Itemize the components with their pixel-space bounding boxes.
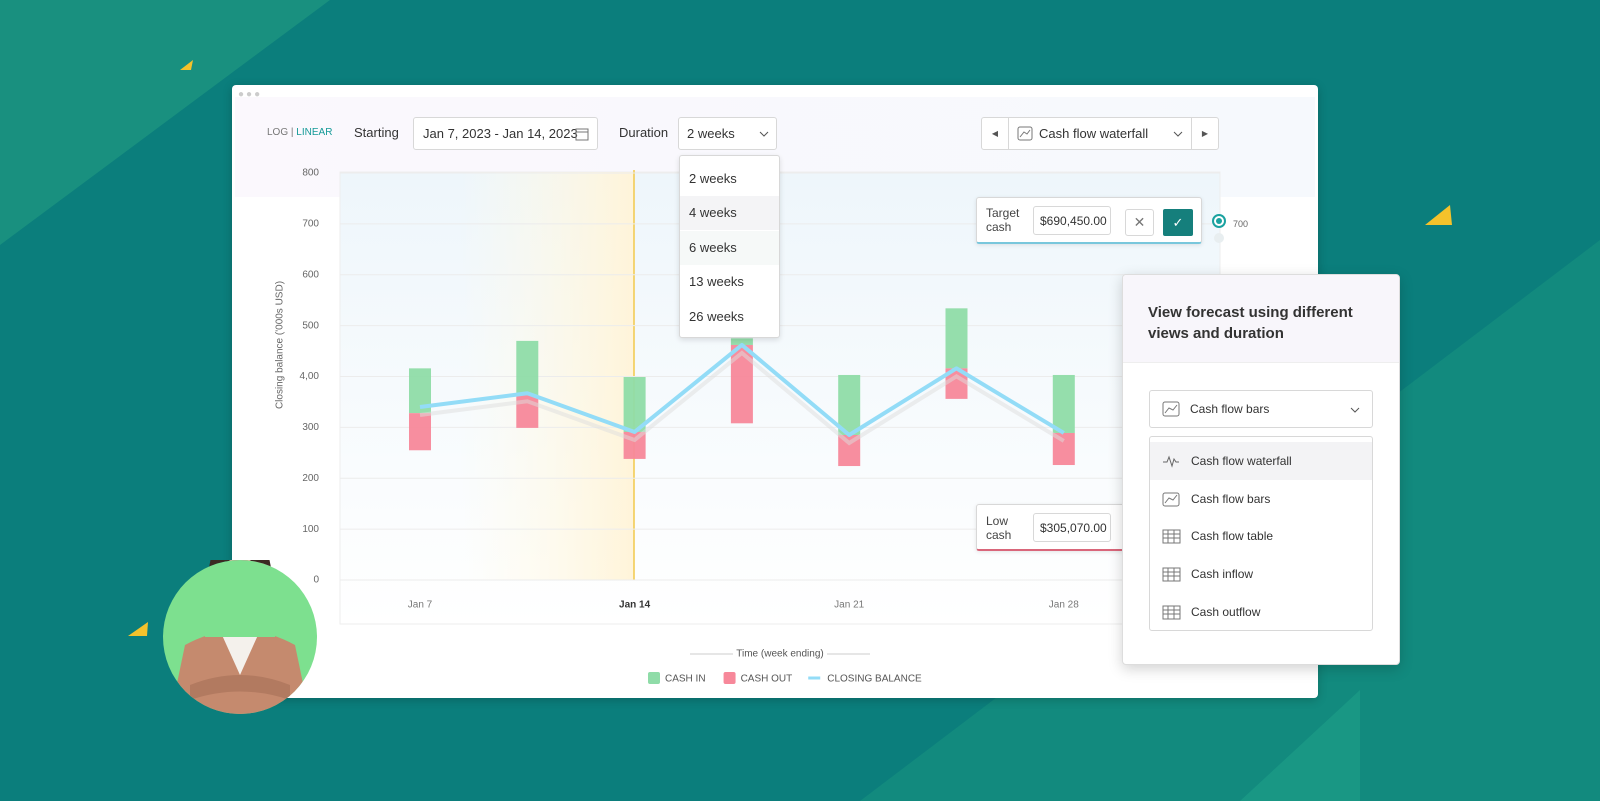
scale-toggle[interactable]: LOG | LINEAR xyxy=(267,127,332,138)
view-option[interactable]: Cash flow bars xyxy=(1150,480,1372,518)
chevron xyxy=(1350,407,1360,413)
view-option-icon xyxy=(1162,529,1181,544)
cancel-button[interactable]: ✕ xyxy=(1125,209,1154,236)
low-input[interactable]: $305,070.00 xyxy=(1033,513,1111,542)
view-icon xyxy=(1017,126,1033,141)
linear-option[interactable]: LINEAR xyxy=(296,127,333,138)
target-marker-label: 700 xyxy=(1233,219,1249,229)
panel-selected: Cash flow bars xyxy=(1190,402,1270,416)
bars-icon xyxy=(1162,401,1180,417)
calendar-icon xyxy=(575,128,589,141)
view-value: Cash flow waterfall xyxy=(1039,126,1149,141)
view-option[interactable]: Cash outflow xyxy=(1150,593,1372,631)
target-handle[interactable] xyxy=(1210,212,1230,246)
view-option-label: Cash outflow xyxy=(1191,604,1261,619)
duration-option[interactable]: 26 weeks xyxy=(689,308,744,324)
date-range: Jan 7, 2023 - Jan 14, 2023 xyxy=(423,126,578,141)
log-option[interactable]: LOG xyxy=(267,127,289,138)
duration-option[interactable]: 13 weeks xyxy=(689,274,744,290)
target-value: $690,450.00 xyxy=(1040,214,1107,228)
view-option[interactable]: Cash inflow xyxy=(1150,555,1372,593)
view-option-label: Cash inflow xyxy=(1191,567,1254,582)
date-picker[interactable]: Jan 7, 2023 - Jan 14, 2023 xyxy=(413,117,598,150)
chevron xyxy=(1173,131,1183,137)
view-option-label: Cash flow bars xyxy=(1191,491,1271,506)
duration-select[interactable]: 2 weeks xyxy=(678,117,777,150)
low-cash: Low cash $305,070.00 xyxy=(976,504,1136,551)
low-label: Low cash xyxy=(986,514,1012,542)
target-input[interactable]: $690,450.00 xyxy=(1033,206,1111,235)
view-option-icon xyxy=(1162,605,1181,620)
view-option-icon xyxy=(1162,567,1181,582)
duration-label: Duration xyxy=(619,125,669,140)
prev-view[interactable]: ◀ xyxy=(982,118,1009,149)
view-option-icon xyxy=(1163,455,1179,468)
panel-select[interactable]: Cash flow bars xyxy=(1149,390,1373,428)
view-option[interactable]: Cash flow table xyxy=(1150,517,1372,555)
duration-option[interactable]: 2 weeks xyxy=(689,171,737,186)
panel-title: View forecast using different views and … xyxy=(1148,304,1353,342)
separator: | xyxy=(290,127,294,138)
duration-value: 2 weeks xyxy=(687,126,735,141)
duration-option[interactable]: 4 weeks xyxy=(680,196,779,231)
target-label: Target cash xyxy=(986,206,1020,234)
target-cash: Target cash $690,450.00 ✕ ✓ xyxy=(976,197,1202,244)
view-switcher: ◀ Cash flow waterfall ▶ xyxy=(981,117,1219,150)
avatar xyxy=(163,560,317,715)
chevron xyxy=(759,131,769,137)
view-select[interactable]: Cash flow waterfall xyxy=(1009,118,1192,149)
duration-dropdown: 2 weeks 4 weeks 6 weeks 13 weeks 26 weeks xyxy=(679,155,780,338)
confirm-button[interactable]: ✓ xyxy=(1163,209,1193,236)
view-option[interactable]: Cash flow waterfall xyxy=(1150,442,1372,480)
panel-options: Cash flow waterfall Cash flow bars Cash fl… xyxy=(1149,436,1373,631)
duration-option[interactable]: 6 weeks xyxy=(680,230,779,265)
low-value: $305,070.00 xyxy=(1040,521,1107,535)
starting-label: Starting xyxy=(354,125,399,140)
view-option-label: Cash flow table xyxy=(1191,529,1274,544)
window-dots: ●●● xyxy=(238,89,263,100)
next-view[interactable]: ▶ xyxy=(1201,129,1209,138)
view-panel: View forecast using different views and … xyxy=(1122,274,1400,665)
view-option-label: Cash flow waterfall xyxy=(1191,454,1292,468)
view-option-icon xyxy=(1162,492,1180,507)
